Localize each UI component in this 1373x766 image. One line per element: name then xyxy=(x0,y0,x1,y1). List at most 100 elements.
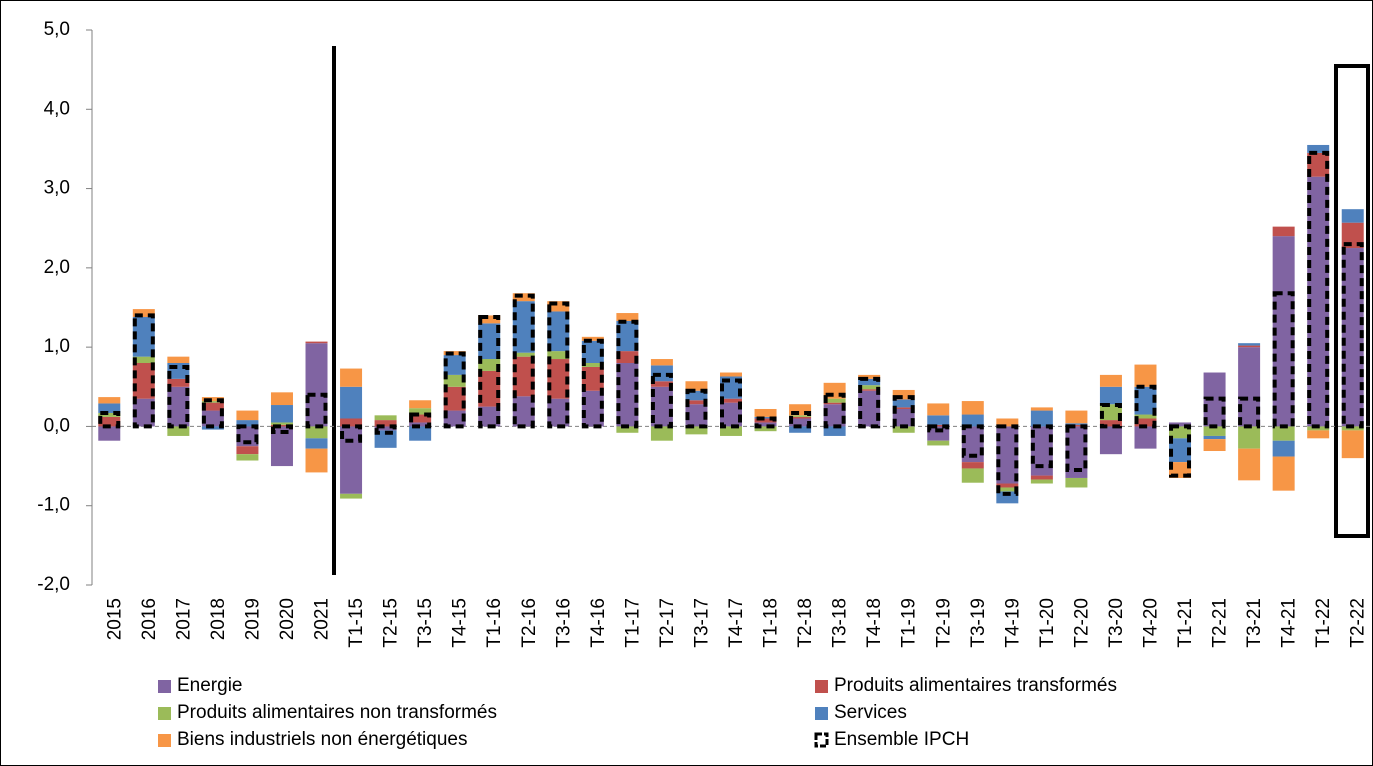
bar-segment xyxy=(1134,386,1157,415)
bar-segment xyxy=(720,398,742,403)
total-bar xyxy=(1307,150,1330,429)
bar-segment xyxy=(1099,404,1122,421)
x-tick-label: T1-17 xyxy=(622,598,643,648)
bar-segment xyxy=(1169,422,1192,427)
bar-segment xyxy=(547,359,570,399)
bar-segment xyxy=(858,385,881,390)
bar-segment xyxy=(1341,222,1364,249)
bar-segment xyxy=(1272,226,1295,237)
bar-segment xyxy=(961,401,984,415)
legend-label: Ensemble IPCH xyxy=(834,729,969,750)
bar-segment xyxy=(1065,426,1088,478)
bar-segment xyxy=(201,397,224,402)
x-tick-label: T1-20 xyxy=(1037,598,1058,648)
bar-segment xyxy=(961,468,984,483)
bar-segment xyxy=(996,426,1019,484)
bar-segment xyxy=(1065,477,1088,488)
total-bar xyxy=(1169,424,1192,478)
legend-swatch xyxy=(815,680,828,693)
bar-segment xyxy=(1203,372,1226,427)
bar-segment xyxy=(961,462,984,469)
x-tick-label: 2021 xyxy=(312,598,333,640)
bar-segment xyxy=(685,404,708,427)
bar-segment xyxy=(167,356,190,363)
x-tick-label: T4-16 xyxy=(588,598,609,648)
bar-segment xyxy=(478,323,501,360)
bar-segment xyxy=(789,404,812,416)
x-tick-label: T1-18 xyxy=(761,598,782,648)
total-bar xyxy=(1134,384,1157,429)
bar-segment xyxy=(305,448,328,473)
legend-swatch xyxy=(158,680,171,693)
legend-swatch xyxy=(158,707,171,720)
bar-segment xyxy=(1307,176,1330,427)
total-bar xyxy=(789,410,812,429)
bar-segment xyxy=(754,416,777,419)
x-tick-label: T4-21 xyxy=(1279,598,1300,648)
bar-segment xyxy=(236,410,259,421)
bar-segment xyxy=(1169,438,1192,463)
total-bar xyxy=(961,424,984,458)
total-bar xyxy=(305,392,328,429)
bar-segment xyxy=(823,426,846,436)
total-bar xyxy=(512,293,535,429)
bar-segment xyxy=(340,426,363,494)
x-tick-label: T2-20 xyxy=(1071,598,1092,648)
bar-segment xyxy=(858,389,881,391)
bar-segment xyxy=(409,426,432,441)
bar-segment xyxy=(98,416,121,427)
bar-segment xyxy=(132,317,155,357)
x-tick-label: T3-15 xyxy=(415,598,436,648)
total-bar xyxy=(374,424,397,435)
y-tick-label: 5,0 xyxy=(44,19,70,40)
bar-segment xyxy=(236,446,259,455)
bar-segment xyxy=(236,420,259,427)
bar-segment xyxy=(996,483,1019,488)
bar-segment xyxy=(754,422,777,427)
bar-segment xyxy=(98,426,121,441)
highlight-box xyxy=(1334,64,1370,538)
bar-segment xyxy=(685,426,708,435)
bar-segment xyxy=(1341,248,1364,427)
bar-segment xyxy=(858,374,881,379)
bar-segment xyxy=(1272,426,1295,441)
bar-segment xyxy=(892,408,915,427)
bar-segment xyxy=(270,405,293,423)
total-bar xyxy=(132,313,155,429)
bar-segment xyxy=(1238,343,1261,346)
bar-segment xyxy=(823,404,846,427)
x-tick-label: T3-18 xyxy=(830,598,851,648)
bar-segment xyxy=(1065,424,1088,427)
bar-segment xyxy=(650,386,673,427)
x-tick-label: T4-20 xyxy=(1141,598,1162,648)
x-tick-label: T1-21 xyxy=(1175,598,1196,648)
legend-label: Produits alimentaires transformés xyxy=(834,675,1117,696)
bar-segment xyxy=(616,313,639,321)
bar-segment xyxy=(236,454,259,461)
x-tick-label: T4-19 xyxy=(1002,598,1023,648)
bar-segment xyxy=(927,415,950,425)
x-tick-label: T3-21 xyxy=(1244,598,1265,648)
x-tick-label: 2019 xyxy=(242,598,263,640)
x-tick-label: 2018 xyxy=(208,598,229,640)
bar-segment xyxy=(754,418,777,423)
total-bar xyxy=(996,424,1019,496)
bar-segment xyxy=(478,406,501,427)
bar-segment xyxy=(512,396,535,427)
x-tick-label: T3-17 xyxy=(691,598,712,648)
bar-segment xyxy=(789,418,812,427)
bar-segment xyxy=(754,408,777,417)
x-tick-label: T4-18 xyxy=(864,598,885,648)
bar-segment xyxy=(1099,386,1122,405)
bar-segment xyxy=(1203,435,1226,440)
x-tick-label: T3-20 xyxy=(1106,598,1127,648)
bar-segment xyxy=(409,422,432,427)
bar-segment xyxy=(1065,410,1088,424)
bar-segment xyxy=(892,407,915,409)
x-tick-label: T1-15 xyxy=(346,598,367,648)
total-bar xyxy=(823,392,846,429)
bar-segment xyxy=(270,424,293,427)
total-bar xyxy=(1272,291,1295,429)
bar-segment xyxy=(340,493,363,499)
